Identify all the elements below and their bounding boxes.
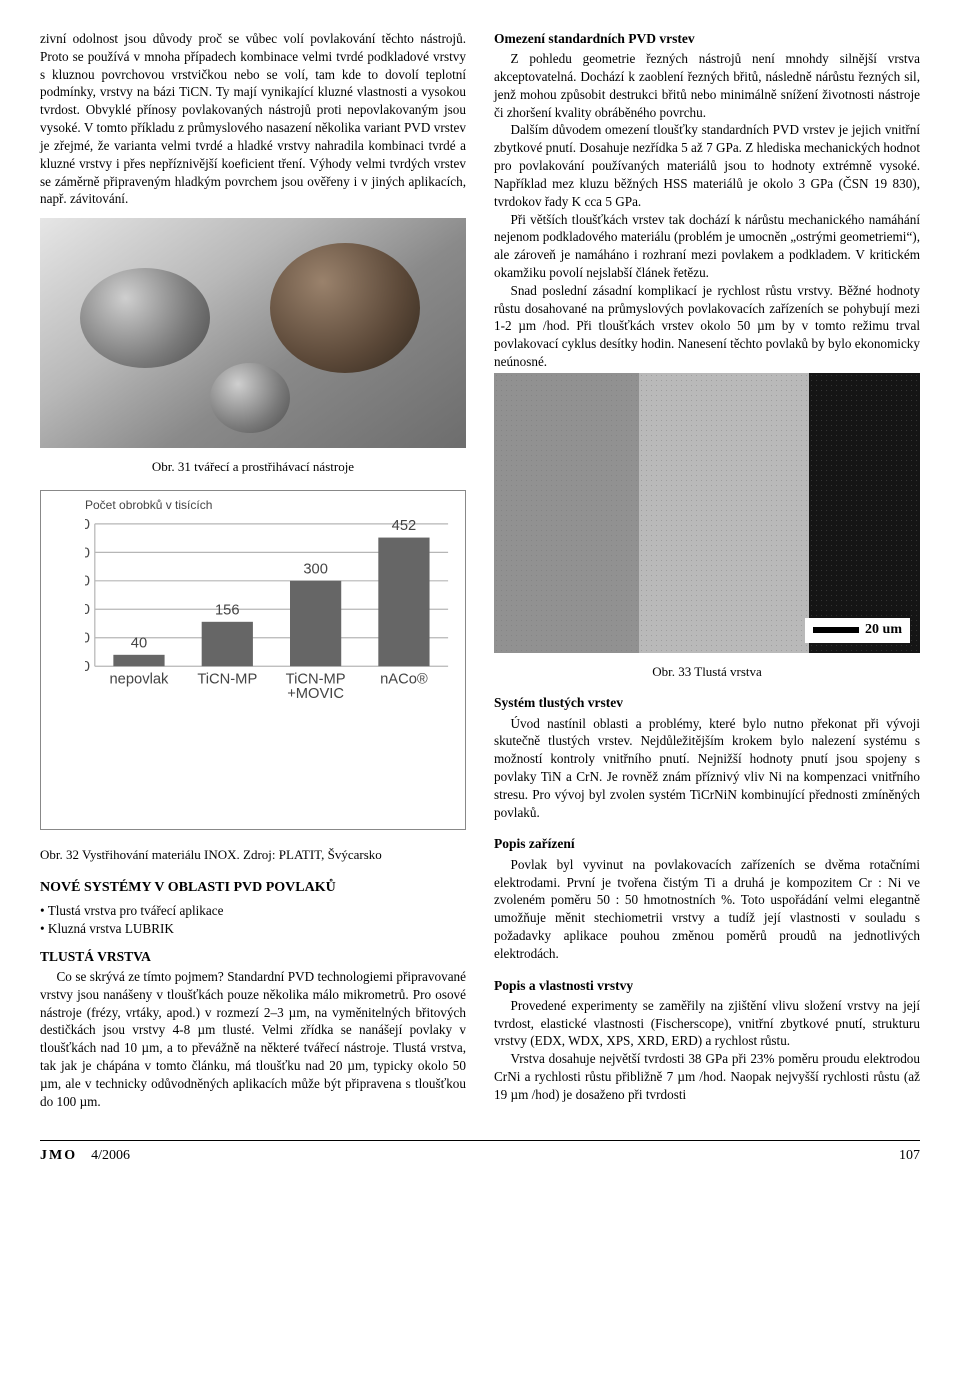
new-systems-bullets: Tlustá vrstva pro tvářecí aplikace Kluzn… (40, 902, 466, 938)
bar-chart: Počet obrobků v tisících 0 100 200 300 400 50… (40, 490, 466, 830)
svg-text:+MOVIC: +MOVIC (287, 686, 344, 702)
section-popis-title: Popis zařízení (494, 835, 920, 853)
footer-page: 107 (899, 1147, 920, 1166)
right-column: Omezení standardních PVD vrstev Z pohled… (494, 30, 920, 1110)
scalebar-label: 20 um (865, 621, 902, 640)
scalebar-bar (813, 627, 859, 633)
bullet-2: Kluzná vrstva LUBRIK (40, 920, 466, 938)
svg-text:400: 400 (85, 545, 90, 561)
left-para-1: zivní odolnost jsou důvody proč se vůbec… (40, 30, 466, 208)
chart-plot: 0 100 200 300 400 500 40 nepovlak 156 TiCN-MP 300 T… (85, 519, 453, 703)
svg-text:100: 100 (85, 630, 90, 646)
section-system-title: Systém tlustých vrstev (494, 694, 920, 712)
svg-text:156: 156 (215, 602, 240, 618)
chart-ylabel: Počet obrobků v tisících (85, 497, 212, 513)
fig31-caption: Obr. 31 tvářecí a prostřihávací nástroje (40, 458, 466, 476)
section-vlast-title: Popis a vlastnosti vrstvy (494, 977, 920, 995)
svg-text:40: 40 (131, 635, 147, 651)
section-omezeni-title: Omezení standardních PVD vrstev (494, 30, 920, 48)
omezeni-p2: Dalším důvodem omezení tloušťky standard… (494, 121, 920, 210)
svg-text:nACo®: nACo® (380, 671, 428, 687)
scalebar: 20 um (805, 618, 910, 643)
omezeni-p1: Z pohledu geometrie řezných nástrojů nen… (494, 50, 920, 121)
popis-p: Povlak byl vyvinut na povlakovacích zaří… (494, 856, 920, 963)
vlast-p2: Vrstva dosahuje největší tvrdosti 38 GPa… (494, 1050, 920, 1103)
fig32-caption: Obr. 32 Vystřihování materiálu INOX. Zdr… (40, 846, 466, 864)
svg-text:300: 300 (85, 573, 90, 589)
svg-text:nepovlak: nepovlak (110, 671, 170, 687)
svg-text:500: 500 (85, 519, 90, 533)
omezeni-p4: Snad poslední zásadní komplikací je rych… (494, 282, 920, 371)
svg-text:TiCN-MP: TiCN-MP (286, 671, 346, 687)
left-column: zivní odolnost jsou důvody proč se vůbec… (40, 30, 466, 1110)
omezeni-p3: Při větších tloušťkách vrstev tak docház… (494, 211, 920, 282)
system-p: Úvod nastínil oblasti a problémy, které … (494, 715, 920, 822)
vlast-p1: Provedené experimenty se zaměřily na zji… (494, 997, 920, 1050)
fig33-caption: Obr. 33 Tlustá vrstva (494, 663, 920, 681)
footer-magazine: JMO (40, 1148, 77, 1163)
svg-text:TiCN-MP: TiCN-MP (197, 671, 257, 687)
section-new-systems-title: NOVÉ SYSTÉMY V OBLASTI PVD POVLAKŮ (40, 879, 466, 898)
bullet-1: Tlustá vrstva pro tvářecí aplikace (40, 902, 466, 920)
svg-text:300: 300 (303, 561, 328, 577)
svg-text:452: 452 (392, 519, 417, 534)
fig31-image (40, 218, 466, 448)
footer-issue: 4/2006 (91, 1148, 130, 1163)
svg-text:200: 200 (85, 602, 90, 618)
section-tlusta-title: TLUSTÁ VRSTVA (40, 948, 466, 966)
svg-text:0: 0 (85, 659, 90, 675)
section-tlusta-body: Co se skrývá ze tímto pojmem? Standardní… (40, 968, 466, 1111)
fig33-image: 20 um (494, 373, 920, 653)
page-footer: JMO 4/2006 107 (40, 1140, 920, 1166)
